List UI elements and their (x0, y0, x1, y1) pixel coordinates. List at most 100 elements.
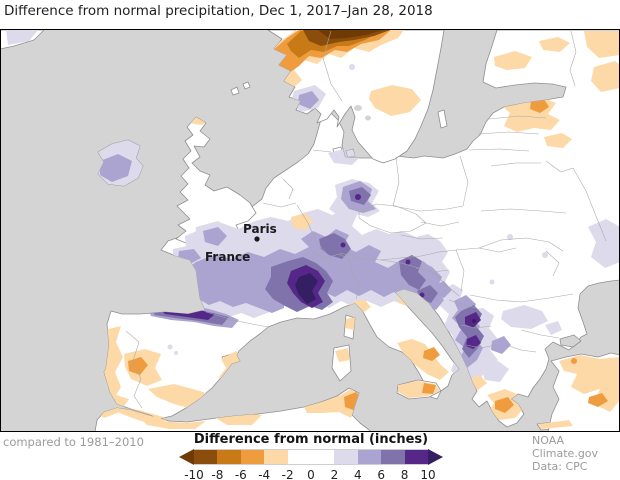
legend-segment (404, 450, 429, 464)
map-shape (545, 160, 574, 173)
legend-colorbar (179, 448, 443, 466)
figure-title: Difference from normal precipitation, De… (4, 3, 433, 19)
map-shape (571, 358, 577, 364)
map-shape (322, 30, 343, 102)
map-shape (291, 213, 313, 230)
map-shape (481, 361, 509, 382)
map-shape (298, 91, 319, 109)
credit-data: Data: CPC (532, 460, 588, 473)
legend-segment (264, 450, 288, 464)
map-shape (319, 233, 351, 259)
legend-segment (381, 450, 405, 464)
map-shape (501, 305, 548, 329)
map-shape (174, 351, 178, 355)
map-shape (588, 393, 608, 407)
legend-tick: 6 (377, 468, 386, 480)
legend-tick: -2 (281, 468, 294, 480)
map-shape (335, 348, 350, 362)
lake (365, 115, 371, 121)
map-shape (460, 324, 492, 329)
map-shape (355, 194, 361, 200)
map-shape (478, 237, 564, 252)
paris-dot (254, 236, 260, 242)
map-shape (358, 203, 427, 234)
map-shape (311, 251, 350, 260)
deficit-dark-layer (287, 30, 390, 58)
map-shape (100, 154, 132, 182)
legend-title: Difference from normal (inches) (193, 432, 429, 447)
legend-segment (334, 450, 358, 464)
map-shape (340, 242, 346, 248)
map-shape (101, 326, 167, 426)
map-shape (465, 344, 497, 349)
legend-tick: 0 (307, 468, 315, 480)
map-shape (422, 383, 436, 394)
map-shape (507, 234, 513, 240)
legend-segment (357, 450, 382, 464)
map-shape (312, 149, 332, 153)
precipitation-anomaly-layer (6, 30, 620, 429)
map-shape (295, 273, 318, 304)
map-shape (205, 311, 269, 328)
map-shape (282, 178, 294, 200)
legend-segment (311, 450, 335, 464)
france-label: France (205, 250, 250, 264)
credits: NOAA Climate.gov Data: CPC (532, 434, 620, 473)
map-shape (318, 30, 383, 39)
map-shape (397, 339, 449, 380)
paris-label: Paris (243, 222, 277, 236)
map-shape (542, 252, 548, 258)
city-marker-paris: Paris France (205, 222, 277, 264)
map-shape (544, 133, 572, 148)
map-shape (296, 204, 327, 254)
map-shape (530, 99, 549, 113)
map-shape (572, 167, 607, 242)
map-shape (405, 259, 411, 265)
map-shape (477, 131, 540, 135)
map-shape (539, 37, 570, 52)
map-shape (584, 31, 620, 58)
map-shape (345, 317, 356, 330)
map-shape (420, 221, 460, 227)
credit-source: NOAA Climate.gov (532, 434, 599, 460)
legend-tick: 2 (330, 468, 339, 480)
map-shape (203, 227, 227, 246)
map-shape (399, 249, 457, 259)
map-shape (520, 329, 560, 339)
map-shape (469, 293, 574, 303)
legend-segments (194, 449, 429, 465)
map-shape (505, 344, 537, 353)
sea-of-marmara (559, 334, 582, 348)
map-shape (490, 162, 541, 167)
legend-tick: -6 (234, 468, 247, 480)
legend-tick: 4 (353, 468, 362, 480)
lake (354, 105, 362, 111)
legend-segment (287, 450, 312, 464)
legend-tick: -10 (184, 468, 204, 480)
legend-segment (240, 450, 265, 464)
map-shape (491, 336, 511, 354)
map-shape (392, 156, 400, 207)
map-shape (455, 249, 465, 292)
map-shape (369, 85, 421, 116)
map-shape (569, 30, 577, 87)
map-shape (339, 252, 401, 261)
legend-tick: 10 (420, 468, 436, 480)
map-shape (591, 61, 620, 92)
legend-tick: 8 (400, 468, 409, 480)
map-shape (399, 255, 426, 290)
map-shape (489, 279, 495, 285)
map-shape (468, 148, 530, 152)
map-shape (349, 64, 355, 70)
map-shape (125, 330, 143, 409)
map-shape (545, 250, 560, 277)
map-shape (455, 247, 517, 253)
map-shape (348, 258, 360, 300)
legend: Difference from normal (inches) -10 -8 -6-… (179, 432, 443, 480)
legend-tick-labels: -10 -8 -6 -4 -2 0 2 4 6 8 10 (184, 468, 435, 480)
map-shape (472, 319, 476, 323)
legend-segment (217, 450, 241, 464)
europe-map: Paris France (0, 29, 620, 432)
map-shape (139, 417, 206, 429)
legend-arrow-left (179, 449, 194, 465)
